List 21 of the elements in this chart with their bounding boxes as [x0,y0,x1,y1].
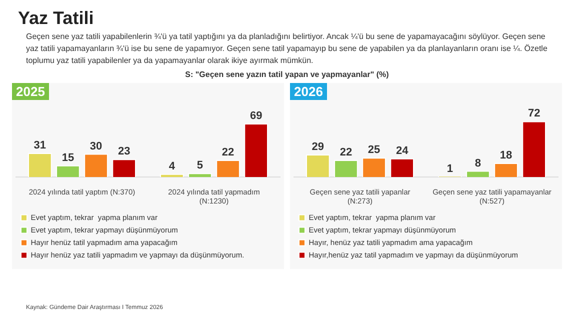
data-label: 1 [446,162,453,175]
data-label: 22 [340,146,352,158]
chart-title: 2026 [290,83,327,100]
data-label: 30 [90,140,102,152]
text: Geçen sene yaz tatili yapabilenlerin ¾'ü ya tatil yaptığını ya da planladığını belirtiyor. Ancak ¼'ü bu sene de yapamayacağını söylüyor. Geçen sene yaz tatili yapamayanların ¾'ü ise bu sene de yapamıyor. Geçen sene tatil yapamayıp bu sene de yapabilen ya da planlayanların oranı ise ¼. Özetle toplumu yaz tatili yapabilenler ya da yapamayanlar olarak ikiye ayırmak mümkün. [26,31,548,67]
data-label: 24 [396,144,410,157]
data-label: 15 [62,152,74,164]
data-label: 5 [196,160,204,172]
data-label: 18 [500,150,512,162]
data-label: 8 [474,157,482,170]
data-label: 22 [222,146,234,158]
data-label: 69 [250,110,262,122]
data-label: 23 [118,146,130,158]
chart-title: 2025 [12,83,49,100]
data-label: 31 [34,140,46,152]
text: Yaz Tatili [18,8,95,29]
data-label: 72 [528,108,540,120]
data-label: 4 [168,160,176,172]
data-label: 29 [312,141,324,154]
text: S: "Geçen sene yazın tatil yapan ve yapmayanlar" (%) [184,70,390,79]
data-label: 25 [368,144,380,156]
